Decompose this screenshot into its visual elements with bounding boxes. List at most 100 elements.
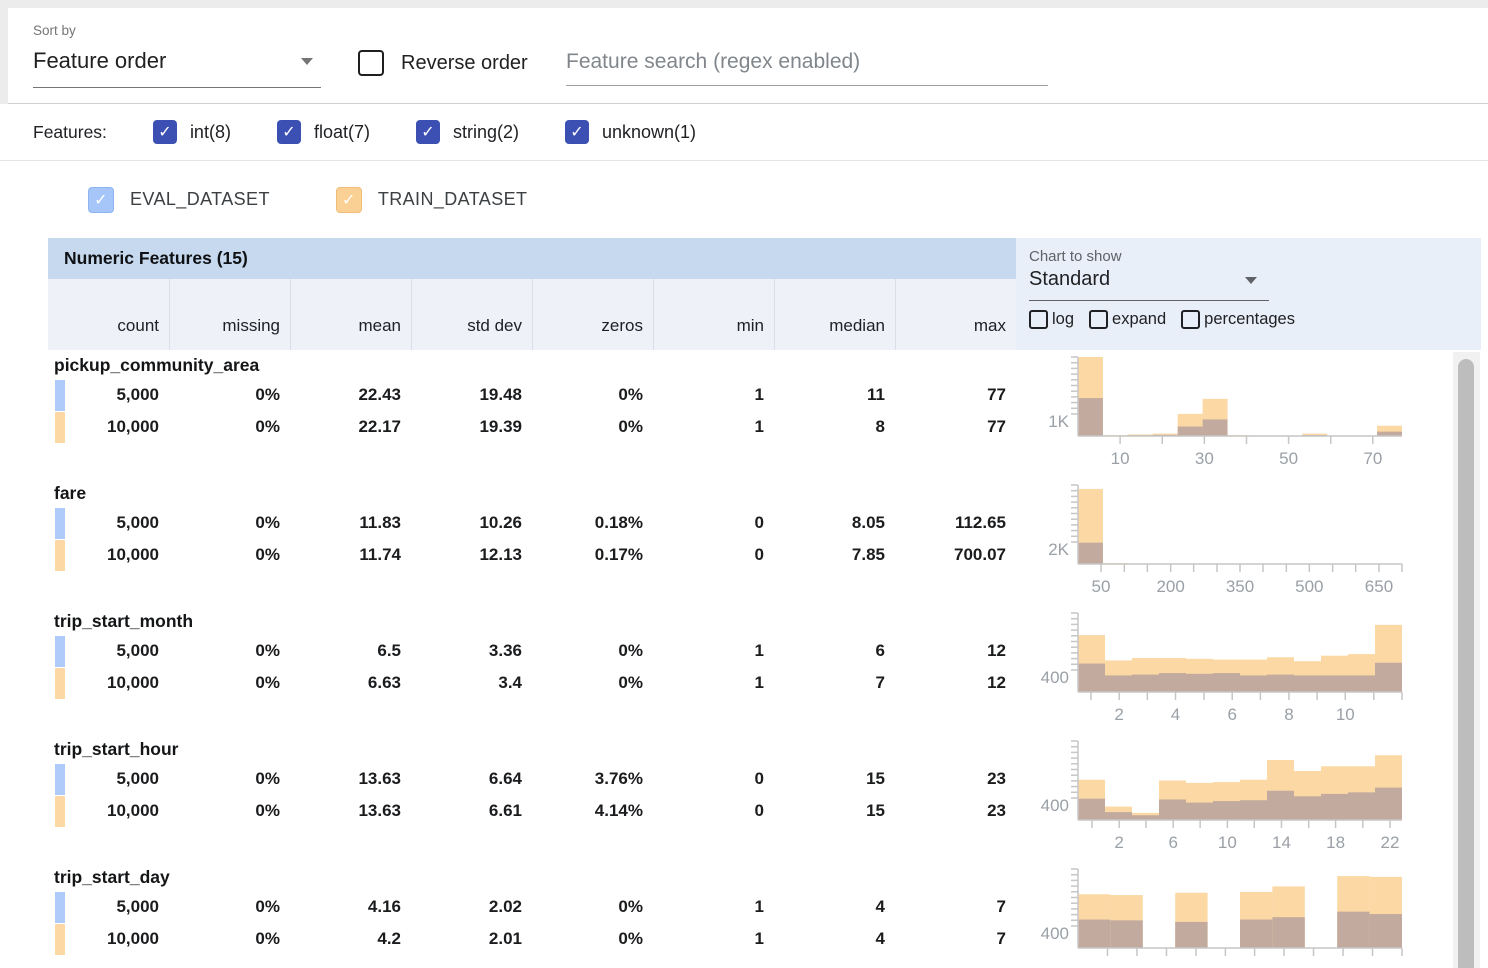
scrollbar-thumb[interactable] xyxy=(1458,359,1474,968)
col-count: count xyxy=(117,316,159,335)
stat-min: 1 xyxy=(653,923,774,955)
histogram: 2 6 10 14 18 22 400 xyxy=(1041,740,1402,852)
stat-value: 10,000 xyxy=(107,929,159,948)
stat-min: 1 xyxy=(653,891,774,923)
eval-bar xyxy=(1159,673,1186,692)
feature-name: pickup_community_area xyxy=(54,355,260,375)
chart-type-select[interactable]: Standard xyxy=(1029,268,1269,301)
stat-missing: 0% xyxy=(169,763,290,795)
type-filter-int[interactable]: ✓ int(8) xyxy=(152,120,231,144)
expand-checkbox[interactable] xyxy=(1089,310,1109,329)
stat-median: 8 xyxy=(774,411,895,443)
feature-block: trip_start_hour 5,000 0% 13.63 6.64 3.76% 0 15 2… xyxy=(0,736,1488,864)
stat-missing: 0% xyxy=(169,795,290,827)
stat-mean: 22.43 xyxy=(290,379,411,411)
stat-missing: 0% xyxy=(169,891,290,923)
x-tick-label: 500 xyxy=(1295,577,1323,596)
type-filter-unknown[interactable]: ✓ unknown(1) xyxy=(565,120,696,144)
histogram: 2 4 6 8 10 400 xyxy=(1041,612,1403,724)
stat-count: 10,000 xyxy=(48,667,169,699)
feature-order-select[interactable]: Feature order xyxy=(33,48,321,88)
stat-median: 4 xyxy=(774,891,895,923)
type-filter-unknown-checkbox[interactable]: ✓ xyxy=(565,120,589,144)
toggle-label: expand xyxy=(1112,310,1167,328)
stat-value: 77 xyxy=(987,385,1006,404)
toggle-log[interactable]: log xyxy=(1029,310,1074,329)
reverse-order-checkbox[interactable] xyxy=(358,50,384,76)
type-filter-float[interactable]: ✓ float(7) xyxy=(276,120,370,144)
numeric-features-header: Numeric Features (15) xyxy=(48,238,1016,279)
reverse-order-label: Reverse order xyxy=(401,51,528,74)
page-margin-left xyxy=(0,0,8,104)
stat-mean: 13.63 xyxy=(290,763,411,795)
stat-value: 0% xyxy=(255,897,280,916)
stat-value: 0% xyxy=(255,801,280,820)
stat-count: 10,000 xyxy=(48,923,169,955)
eval-bar xyxy=(1240,675,1267,692)
feature-name: trip_start_month xyxy=(54,611,194,631)
stat-value: 77 xyxy=(987,417,1006,436)
train-dataset-checkbox[interactable]: ✓ xyxy=(335,186,362,213)
train-row-marker xyxy=(55,796,65,827)
type-filter-int-checkbox[interactable]: ✓ xyxy=(152,120,177,144)
stat-value: 4 xyxy=(875,929,885,948)
stat-zeros: 3.76% xyxy=(532,763,653,795)
stat-count: 10,000 xyxy=(48,795,169,827)
stat-value: 2.01 xyxy=(488,929,522,948)
scrollbar-track[interactable] xyxy=(1453,352,1480,968)
stat-median: 4 xyxy=(774,923,895,955)
toggle-percentages[interactable]: percentages xyxy=(1181,310,1295,329)
stat-value: 112.65 xyxy=(954,513,1006,532)
col-median: median xyxy=(774,279,895,350)
eval-dataset-checkbox[interactable]: ✓ xyxy=(88,186,114,213)
type-filter-string-checkbox[interactable]: ✓ xyxy=(415,120,440,144)
stat-std-dev: 19.48 xyxy=(411,379,532,411)
stat-value: 7 xyxy=(996,929,1006,948)
percentages-checkbox[interactable] xyxy=(1181,310,1201,329)
stat-std-dev: 19.39 xyxy=(411,411,532,443)
stat-missing: 0% xyxy=(169,539,290,571)
stat-value: 1 xyxy=(754,673,764,692)
stat-value: 10,000 xyxy=(107,417,159,436)
stat-value: 0% xyxy=(618,673,643,692)
feature-histogram: 400 xyxy=(1032,864,1412,968)
eval-bar xyxy=(1375,787,1402,820)
eval-bar xyxy=(1078,398,1103,436)
toggle-label: log xyxy=(1052,310,1075,328)
toggle-expand[interactable]: expand xyxy=(1089,310,1166,329)
page-margin-top xyxy=(0,0,1488,8)
feature-type-filter-bar: Features: ✓ int(8) ✓ float(7) ✓ string(2) ✓ unk… xyxy=(0,104,1488,161)
numeric-features-title: Numeric Features (15) xyxy=(64,248,248,268)
stat-value: 10,000 xyxy=(107,673,159,692)
stat-std-dev: 6.61 xyxy=(411,795,532,827)
stat-max: 112.65 xyxy=(895,507,1016,539)
y-axis-label: 400 xyxy=(1041,668,1069,687)
stat-median: 7.85 xyxy=(774,539,895,571)
features-label: Features: xyxy=(33,121,107,142)
stat-value: 5,000 xyxy=(116,897,159,916)
train-dataset-toggle[interactable]: ✓ TRAIN_DATASET xyxy=(335,186,528,213)
eval-row-marker xyxy=(55,892,65,923)
stat-value: 15 xyxy=(866,801,885,820)
eval-bar xyxy=(1294,675,1321,692)
stat-mean: 4.16 xyxy=(290,891,411,923)
stat-value: 0% xyxy=(255,545,280,564)
feature-block: trip_start_month 5,000 0% 6.5 3.36 0% 1 6 12 10,0… xyxy=(0,608,1488,736)
stat-value: 12 xyxy=(987,641,1006,660)
stat-missing: 0% xyxy=(169,411,290,443)
stat-value: 4 xyxy=(875,897,885,916)
stat-value: 23 xyxy=(987,801,1006,820)
feature-search-input[interactable] xyxy=(566,46,1048,86)
chart-controls-panel: Chart to show Standard log expand percenta… xyxy=(1016,238,1481,350)
stat-value: 5,000 xyxy=(116,385,159,404)
eval-dataset-toggle[interactable]: ✓ EVAL_DATASET xyxy=(88,186,270,213)
log-checkbox[interactable] xyxy=(1029,310,1048,329)
x-tick-label: 2 xyxy=(1114,705,1123,724)
histogram: 400 xyxy=(1041,868,1403,956)
stat-count: 5,000 xyxy=(48,379,169,411)
type-filter-string[interactable]: ✓ string(2) xyxy=(415,120,519,144)
stat-min: 1 xyxy=(653,635,774,667)
type-filter-float-checkbox[interactable]: ✓ xyxy=(276,120,301,144)
x-tick-label: 10 xyxy=(1336,705,1355,724)
